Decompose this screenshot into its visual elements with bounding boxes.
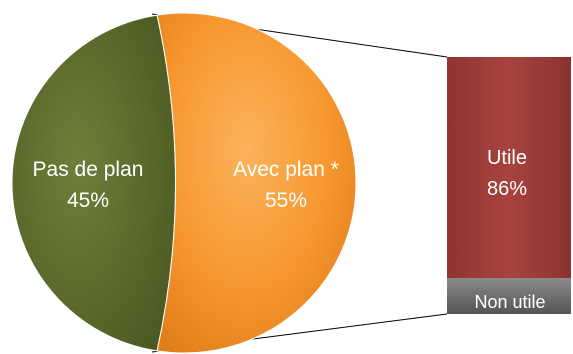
- slice-value-pas-de-plan: 45%: [67, 189, 109, 212]
- pie-slice-avec-plan: [156, 12, 357, 354]
- slice-label-avec-plan: Avec plan *: [233, 158, 339, 181]
- bar-segment-non-utile: [447, 278, 571, 314]
- slice-value-avec-plan: 55%: [265, 189, 307, 212]
- bar-label-utile: Utile: [487, 147, 527, 169]
- bar-label-non-utile: Non utile: [474, 292, 545, 312]
- slice-label-pas-de-plan: Pas de plan: [33, 158, 144, 181]
- pie-slice-pas-de-plan: [11, 14, 176, 352]
- bar-segment-utile: [447, 57, 571, 279]
- bar-value-utile: 86%: [487, 178, 527, 200]
